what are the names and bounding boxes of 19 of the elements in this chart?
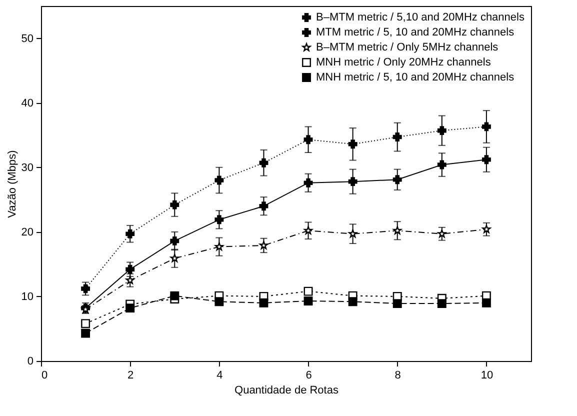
x-tick-label: 2 (128, 370, 134, 382)
legend-label: MNH metric / Only 20MHz channels (316, 56, 492, 68)
legend-label: B–MTM metric / 5,10 and 20MHz channels (316, 12, 525, 24)
x-tick-label: 6 (306, 370, 312, 382)
y-tick-label: 10 (21, 290, 34, 303)
x-tick-label: 0 (42, 370, 48, 382)
legend-label: MTM metric / 5, 10 and 20MHz channels (316, 26, 515, 38)
x-tick-label: 4 (216, 370, 223, 382)
x-tick-label: 8 (394, 370, 401, 382)
legend-label: MNH metric / 5, 10 and 20MHz channels (316, 72, 515, 84)
x-tick-label: 10 (480, 370, 494, 382)
y-tick-label: 0 (27, 356, 34, 368)
y-axis-title: Vazão (Mbps) (6, 150, 18, 218)
legend-label: B–MTM metric / Only 5MHz channels (316, 42, 499, 54)
y-tick-label: 30 (21, 162, 34, 174)
y-tick-label: 50 (21, 32, 34, 45)
y-tick-label: 20 (21, 226, 34, 238)
y-tick-label: 40 (21, 97, 34, 110)
x-axis-title: Quantidade de Rotas (234, 384, 339, 396)
